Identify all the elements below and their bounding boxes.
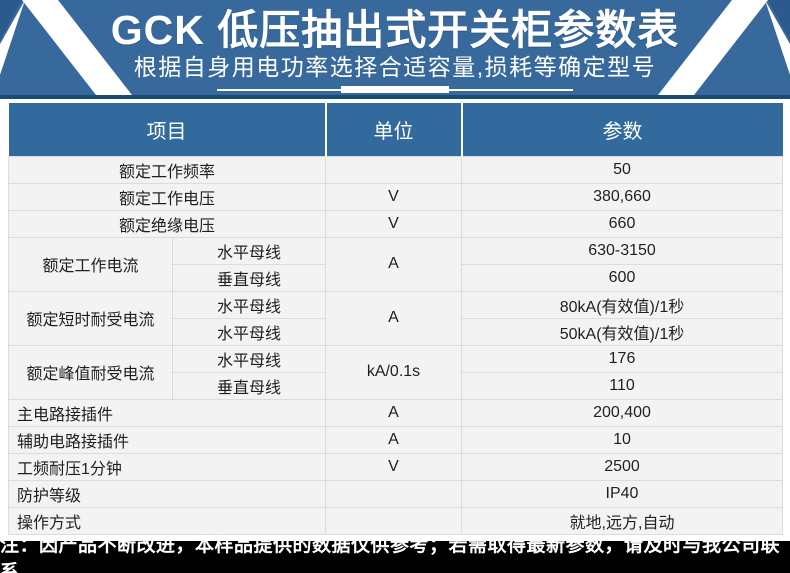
header-item: 项目 — [8, 103, 326, 156]
item-label-cell: 主电路接插件 — [8, 398, 326, 427]
parameter-table: 项目 单位 参数 额定工作频率 50 额定工作电压 V 380,660 额定绝缘电压 V 66… — [8, 103, 783, 535]
table-row: 操作方式 就地,远方,自动 — [8, 506, 783, 535]
item-label-cell: 工频耐压1分钟 — [8, 452, 326, 481]
item-label-cell: 辅助电路接插件 — [8, 425, 326, 454]
param-value-cell: 630-3150 — [461, 236, 783, 265]
unit-cell: A — [325, 425, 462, 454]
table-row: 额定工作电流 水平母线 A 630-3150 — [8, 236, 783, 292]
title-banner: GCK 低压抽出式开关柜参数表 根据自身用电功率选择合适容量,损耗等确定型号 — [0, 0, 790, 99]
param-value-cell: 50 — [461, 155, 783, 184]
table-row: 水平母线 50kA(有效值)/1秒 — [9, 317, 783, 346]
busbar-sublabel-cell: 水平母线 — [172, 344, 326, 373]
table-row: 额定工作频率 50 — [8, 155, 783, 184]
parameter-table-wrap: 项目 单位 参数 额定工作频率 50 额定工作电压 V 380,660 额定绝缘电压 V 66… — [8, 103, 783, 535]
param-value-cell: 50kA(有效值)/1秒 — [461, 317, 783, 346]
footer-note-text: 注：因产品不断改进，本样品提供的数据仅供参考；若需取得最新参数，请及时与我公司联… — [0, 535, 781, 573]
banner-content: GCK 低压抽出式开关柜参数表 根据自身用电功率选择合适容量,损耗等确定型号 — [0, 0, 790, 93]
item-label-cell: 额定短时耐受电流 — [8, 290, 173, 346]
item-label-cell: 额定绝缘电压 — [8, 209, 326, 238]
unit-cell: kA/0.1s — [325, 344, 462, 400]
header-unit: 单位 — [324, 103, 462, 156]
item-label-cell: 额定工作电压 — [8, 182, 326, 211]
banner-divider-ornament — [217, 86, 573, 93]
busbar-sublabel-cell: 垂直母线 — [172, 371, 326, 400]
unit-cell: V — [325, 452, 462, 481]
param-value-cell: 10 — [461, 425, 783, 454]
param-value-cell: 110 — [461, 371, 783, 400]
unit-cell: V — [325, 182, 462, 211]
item-label-cell: 操作方式 — [8, 506, 326, 535]
param-value-cell: 200,400 — [461, 398, 783, 427]
table-row: 垂直母线 600 — [9, 263, 783, 292]
param-value-cell: 就地,远方,自动 — [461, 506, 783, 535]
diagonal-stripes-decoration — [0, 0, 790, 95]
param-table-body: 额定工作频率 50 额定工作电压 V 380,660 额定绝缘电压 V 660 额定工作电流 水平… — [8, 155, 783, 535]
table-row: 主电路接插件 A 200,400 — [8, 398, 783, 427]
header-parameter: 参数 — [460, 103, 783, 156]
unit-cell: A — [325, 290, 462, 346]
unit-cell — [325, 155, 462, 184]
table-row: 垂直母线 110 — [9, 371, 783, 400]
unit-cell: A — [325, 398, 462, 427]
page-subtitle: 根据自身用电功率选择合适容量,损耗等确定型号 — [133, 54, 657, 80]
unit-cell: V — [325, 209, 462, 238]
table-row: 额定峰值耐受电流 水平母线 kA/0.1s 176 — [8, 344, 783, 400]
footer-note-bar: 注：因产品不断改进，本样品提供的数据仅供参考；若需取得最新参数，请及时与我公司联… — [0, 535, 790, 573]
busbar-sublabel-cell: 水平母线 — [172, 317, 326, 346]
param-value-cell: 176 — [461, 344, 783, 373]
busbar-sublabel-cell: 水平母线 — [172, 236, 326, 265]
param-value-cell: 80kA(有效值)/1秒 — [461, 290, 783, 319]
table-row: 额定短时耐受电流 水平母线 A 80kA(有效值)/1秒 — [8, 290, 783, 346]
table-row: 额定工作电压 V 380,660 — [8, 182, 783, 211]
param-value-cell: 660 — [461, 209, 783, 238]
table-row: 辅助电路接插件 A 10 — [8, 425, 783, 454]
item-label-cell: 额定峰值耐受电流 — [8, 344, 173, 400]
busbar-sublabel-cell: 垂直母线 — [172, 263, 326, 292]
param-value-cell: 600 — [461, 263, 783, 292]
table-header-row: 项目 单位 参数 — [8, 103, 783, 156]
table-row: 防护等级 IP40 — [8, 479, 783, 508]
param-value-cell: 380,660 — [461, 182, 783, 211]
param-value-cell: IP40 — [461, 479, 783, 508]
item-label-cell: 额定工作频率 — [8, 155, 326, 184]
table-row: 工频耐压1分钟 V 2500 — [8, 452, 783, 481]
unit-cell — [325, 506, 462, 535]
busbar-sublabel-cell: 水平母线 — [172, 290, 326, 319]
unit-cell — [325, 479, 462, 508]
table-row: 额定绝缘电压 V 660 — [8, 209, 783, 238]
param-value-cell: 2500 — [461, 452, 783, 481]
unit-cell: A — [325, 236, 462, 292]
item-label-cell: 额定工作电流 — [8, 236, 173, 292]
page-title: GCK 低压抽出式开关柜参数表 — [110, 7, 680, 53]
item-label-cell: 防护等级 — [8, 479, 326, 508]
